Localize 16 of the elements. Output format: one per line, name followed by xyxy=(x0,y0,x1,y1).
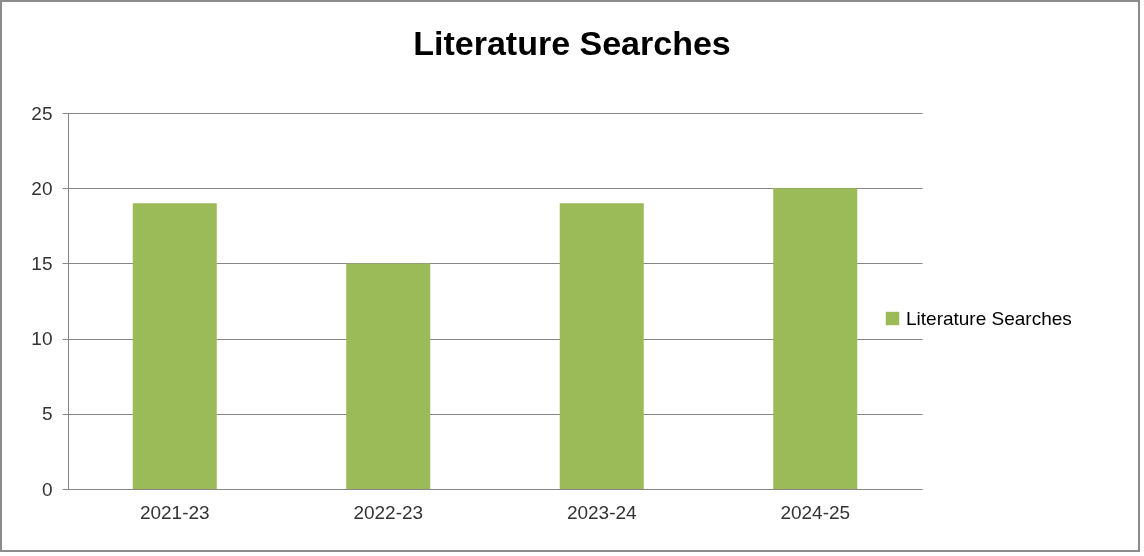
chart-title: Literature Searches xyxy=(413,24,731,62)
y-tick-label: 20 xyxy=(31,177,53,199)
x-tick-label: 2021-23 xyxy=(139,501,210,523)
y-tick-label: 10 xyxy=(31,328,53,350)
legend-label: Literature Searches xyxy=(906,307,1072,329)
y-tick-label: 25 xyxy=(31,102,53,124)
x-tick-label: 2022-23 xyxy=(353,501,424,523)
bar xyxy=(773,188,858,489)
y-tick-label: 0 xyxy=(41,478,53,500)
bar xyxy=(559,203,644,489)
x-tick-label: 2024-25 xyxy=(780,501,851,523)
y-tick-label: 15 xyxy=(31,252,53,274)
bar xyxy=(132,203,217,489)
x-tick-label: 2023-24 xyxy=(566,501,638,523)
y-tick-label: 5 xyxy=(41,403,53,425)
bar xyxy=(346,263,431,489)
